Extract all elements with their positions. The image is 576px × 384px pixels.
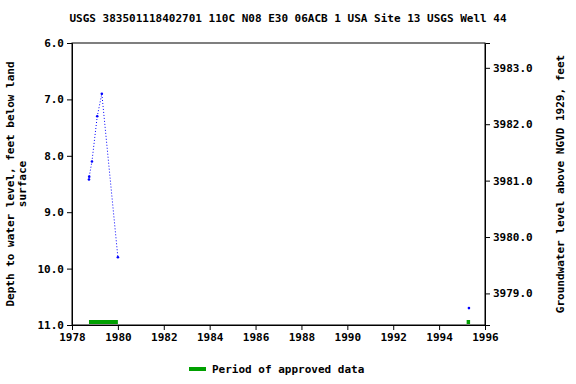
tick: 8.0	[44, 150, 72, 163]
tick-label: 1990	[335, 331, 362, 344]
tick-label: 1978	[59, 331, 86, 344]
y2-axis: 3979.0 3980.0 3981.0 3982.0 3983.0	[485, 44, 533, 326]
tick: 10.0	[38, 263, 73, 276]
tick-mark	[256, 325, 257, 330]
tick-mark	[67, 325, 72, 326]
tick-mark	[439, 325, 440, 330]
tick-label: 1986	[243, 331, 270, 344]
tick-mark	[485, 237, 490, 238]
plot-marks	[88, 92, 471, 324]
approved-period	[467, 320, 470, 324]
tick-label: 10.0	[38, 263, 65, 276]
tick: 7.0	[44, 93, 72, 106]
tick: 1996	[472, 325, 499, 344]
approved-period	[89, 320, 118, 324]
data-point	[91, 160, 94, 163]
tick-mark	[118, 325, 119, 330]
tick: 3979.0	[485, 287, 533, 300]
chart: 1978 1980 1982 1984 1986 1988 1990 1992 1994 1996…	[0, 0, 576, 384]
tick-mark	[67, 269, 72, 270]
y-axis-title: surface	[16, 160, 29, 207]
tick-mark	[485, 68, 490, 69]
legend-swatch	[189, 367, 206, 371]
tick: 1988	[289, 325, 316, 344]
tick-label: 1992	[380, 331, 407, 344]
data-point	[88, 175, 91, 178]
y2-axis-title: Groundwater level above NGVD 1929, feet	[554, 55, 567, 313]
tick-label: 11.0	[38, 319, 65, 332]
x-axis: 1978 1980 1982 1984 1986 1988 1990 1992 1994 1996	[59, 325, 499, 344]
tick-mark	[67, 156, 72, 157]
tick-mark	[393, 325, 394, 330]
tick-label: 3981.0	[493, 175, 533, 188]
tick-label: 3979.0	[493, 287, 533, 300]
tick-label: 1982	[151, 331, 178, 344]
tick: 3982.0	[485, 118, 533, 131]
tick: 1992	[380, 325, 407, 344]
data-point	[117, 256, 120, 259]
tick: 1990	[335, 325, 362, 344]
tick-mark	[67, 212, 72, 213]
tick-label: 1988	[289, 331, 316, 344]
tick-label: 9.0	[44, 206, 64, 219]
tick-mark	[485, 293, 490, 294]
title: USGS 383501118402701 110C N08 E30 06ACB …	[69, 12, 506, 25]
tick: 1994	[426, 325, 453, 344]
data-point	[101, 92, 104, 95]
plot-frame	[72, 43, 485, 325]
tick: 1980	[105, 325, 132, 344]
tick-label: 1984	[197, 331, 224, 344]
tick: 3981.0	[485, 175, 533, 188]
legend: Period of approved data	[189, 363, 364, 376]
y-axis: 6.0 7.0 8.0 9.0 10.0 11.0	[38, 37, 73, 332]
tick: 9.0	[44, 206, 72, 219]
tick-label: 3982.0	[493, 118, 533, 131]
tick-mark	[347, 325, 348, 330]
series-line	[89, 94, 118, 258]
axis-line	[67, 44, 73, 326]
tick-mark	[210, 325, 211, 330]
data-point	[468, 307, 471, 310]
axis-line	[486, 44, 491, 326]
data-point	[88, 178, 91, 181]
tick-mark	[485, 124, 490, 125]
legend-label: Period of approved data	[212, 363, 364, 376]
tick-mark	[67, 43, 72, 44]
tick: 1986	[243, 325, 270, 344]
tick: 1984	[197, 325, 224, 344]
tick-label: 1980	[105, 331, 132, 344]
tick-label: 6.0	[44, 37, 64, 50]
tick-mark	[164, 325, 165, 330]
tick-mark	[301, 325, 302, 330]
tick: 3983.0	[485, 62, 533, 75]
tick-label: 1994	[426, 331, 453, 344]
tick-label: 1996	[472, 331, 499, 344]
tick: 6.0	[44, 37, 72, 50]
tick-label: 3983.0	[493, 62, 533, 75]
data-point	[96, 115, 99, 118]
tick-mark	[67, 99, 72, 100]
tick-label: 8.0	[44, 150, 64, 163]
tick: 11.0	[38, 319, 73, 332]
tick: 1982	[151, 325, 178, 344]
tick-mark	[485, 181, 490, 182]
tick-label: 3980.0	[493, 231, 533, 244]
tick-label: 7.0	[44, 93, 64, 106]
tick: 3980.0	[485, 231, 533, 244]
axis-line	[73, 326, 486, 331]
